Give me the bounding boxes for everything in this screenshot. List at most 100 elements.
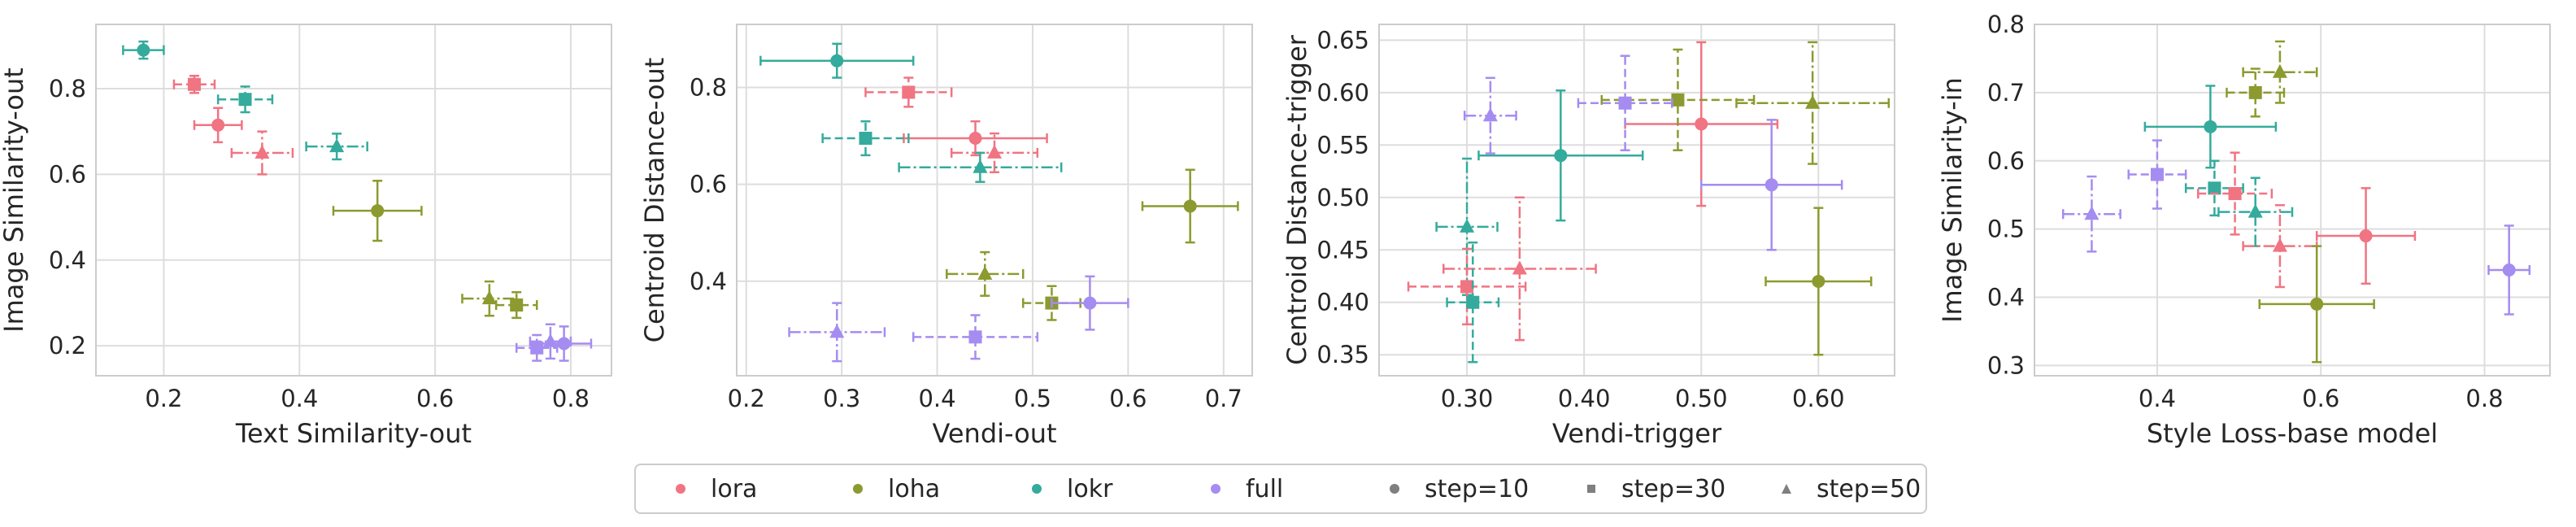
plot-frame [1378,24,1895,377]
data-point-lokr-step10 [122,40,165,60]
data-point-loha-step50 [1735,41,1891,165]
point-marker [255,145,270,159]
x-tick-label: 0.2 [728,385,765,412]
data-point-lora-step30 [172,74,216,94]
point-marker [371,204,385,218]
point-marker [1671,93,1685,107]
point-marker [1805,94,1821,109]
y-tick-label: 0.4 [49,246,86,274]
point-marker [211,118,225,132]
point-marker [829,324,845,338]
point-marker [1083,296,1097,310]
y-tick-label: 0.60 [1316,79,1369,107]
point-marker [2502,263,2516,277]
x-axis-label: Vendi-trigger [1552,418,1722,449]
point-marker [973,159,988,173]
point-marker [2204,120,2217,133]
data-point-loha-step10 [332,180,423,242]
data-point-loha-step30 [494,291,538,320]
y-tick-label: 0.50 [1316,184,1369,211]
data-point-full-step10 [535,325,593,362]
point-marker [2208,181,2221,195]
data-point-lora-step30 [864,76,953,108]
x-tick-label: 0.6 [2302,385,2339,412]
x-tick-label: 0.5 [1014,385,1051,412]
y-tick-label: 0.3 [1987,351,2025,379]
legend-label-step50: step=50 [1817,474,1921,503]
point-marker [2150,168,2164,181]
chart-panel-3: 0.30 0.40 0.50 0.60 0.35 0.40 0.45 0.50 0.55 0.60… [1281,24,1895,449]
legend-item-step30: step=30 [1579,465,1725,512]
data-point-full-step10 [2487,224,2531,316]
chart-panel-2: 0.2 0.3 0.4 0.5 0.6 0.7 0.4 0.6 0.8 Vendi-out Cent… [639,24,1253,449]
y-tick-label: 0.65 [1316,26,1369,54]
legend-marker-step10 [1382,477,1407,501]
data-point-full-step50 [788,302,886,363]
legend-marker-lokr [1025,477,1049,501]
y-axis-label: Centroid Distance-trigger [1281,34,1312,365]
y-tick-label: 0.6 [690,171,727,198]
point-marker [1695,117,1708,131]
point-marker [137,43,150,57]
plot-frame [736,24,1253,377]
data-point-lora-step50 [1442,196,1597,342]
data-point-full-step50 [2061,175,2121,253]
legend-label-step30: step=30 [1621,474,1726,503]
y-tick-label: 0.4 [1987,284,2025,311]
legend-item-lora: lora [668,465,757,512]
point-marker [510,298,524,312]
y-tick-label: 0.2 [49,332,86,359]
data-point-lokr-step10 [2143,85,2278,169]
x-tick-label: 0.8 [552,385,590,412]
x-tick-label: 0.2 [145,385,182,412]
y-tick-label: 0.55 [1316,131,1369,159]
data-point-lokr-step30 [216,85,274,114]
y-tick-label: 0.40 [1316,289,1369,316]
x-axis-label: Vendi-out [932,418,1056,449]
y-axis-label: Centroid Distance-out [639,58,670,343]
data-point-lora-step10 [193,107,243,144]
plot-frame [95,24,612,377]
legend-label-full: full [1246,474,1284,503]
point-marker [2247,203,2263,218]
point-marker [2272,63,2287,78]
x-tick-label: 0.6 [416,385,454,412]
point-marker [1482,107,1498,122]
y-axis-label: Image Similarity-in [1937,77,1968,323]
point-marker [968,330,982,344]
point-marker [1183,199,1197,213]
data-point-lora-step30 [1407,247,1527,326]
legend-item-full: full [1203,465,1283,512]
point-marker [987,144,1002,159]
point-marker [859,132,872,146]
data-point-lokr-step30 [821,120,910,157]
data-point-full-step50 [1463,76,1517,155]
plot-frame [2034,24,2551,377]
legend-marker-lora [668,477,693,501]
data-point-lokr-step50 [2217,176,2294,247]
point-marker [481,290,497,305]
legend-item-lokr: lokr [1025,465,1112,512]
data-point-loha-step10 [1141,168,1239,244]
x-axis-label: Text Similarity-out [235,418,472,449]
data-point-lokr-step10 [759,42,915,79]
x-tick-label: 0.8 [2465,385,2503,412]
data-point-full-step30 [912,314,1039,360]
data-point-loha-step30 [2226,68,2286,118]
data-point-lokr-step10 [1477,89,1644,222]
x-tick-label: 0.4 [2139,385,2176,412]
data-point-lora-step10 [2315,187,2417,285]
legend: lora loha lokr full step=10 step=30 step… [634,464,1927,514]
data-point-full-step30 [2127,139,2187,210]
point-marker [2228,187,2242,201]
legend-label-lokr: lokr [1067,474,1113,503]
point-marker [1460,218,1475,233]
data-point-full-step10 [1051,275,1129,331]
data-point-lora-step10 [903,120,1048,157]
x-tick-label: 0.50 [1675,385,1728,412]
legend-item-loha: loha [846,465,940,512]
data-point-lora-step50 [950,132,1039,173]
y-tick-label: 0.8 [49,75,86,102]
point-marker [902,85,916,99]
